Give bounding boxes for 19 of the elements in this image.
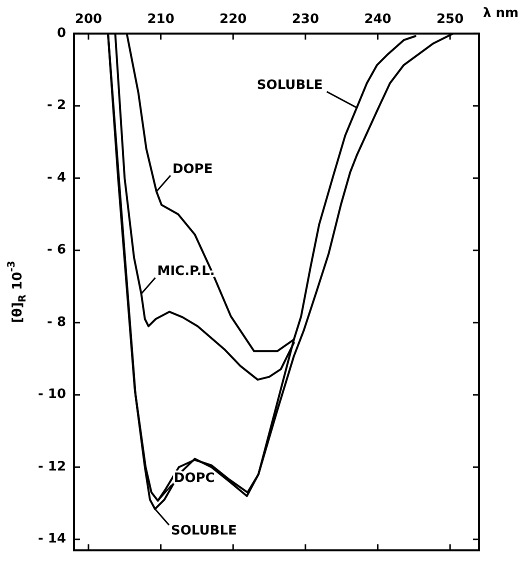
y-tick-label: - 2 <box>47 98 66 114</box>
y-axis-title: [θ]R 10-3 <box>6 260 29 324</box>
x-axis-title: λ nm <box>483 6 519 21</box>
y-tick-label: - 8 <box>47 314 66 330</box>
y-tick-label: - 6 <box>47 242 66 258</box>
y-tick-label: - 10 <box>38 387 66 402</box>
y-tick-label: - 14 <box>38 532 66 547</box>
y-tick-label: - 4 <box>47 170 66 186</box>
annotation: SOLUBLE <box>256 78 323 94</box>
x-tick-label: 240 <box>364 12 392 28</box>
x-tick-label: 210 <box>147 12 174 28</box>
x-tick-label: 250 <box>436 12 464 28</box>
x-tick-label: 200 <box>74 12 102 28</box>
x-tick-label: 230 <box>292 12 320 28</box>
y-tick-label: - 12 <box>38 459 66 474</box>
annotation: DOPE <box>172 162 213 177</box>
y-tick-label: 0 <box>56 26 66 41</box>
x-tick-label: 220 <box>220 12 247 28</box>
annotation: SOLUBLE <box>171 523 237 538</box>
